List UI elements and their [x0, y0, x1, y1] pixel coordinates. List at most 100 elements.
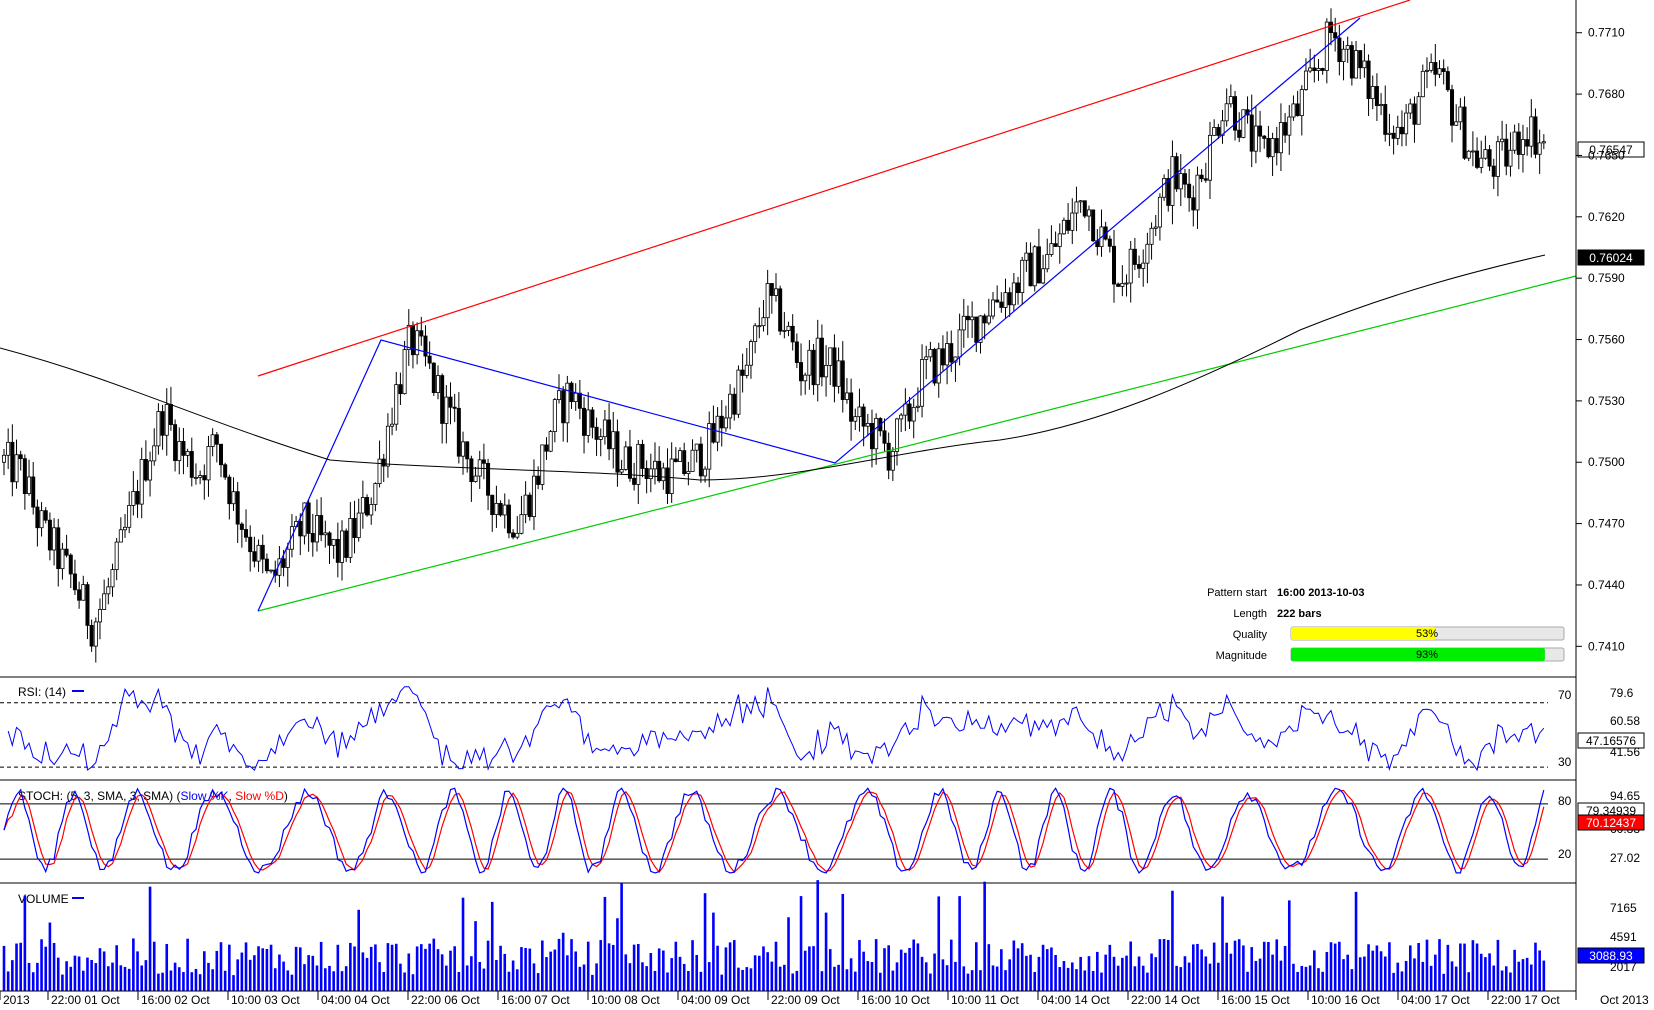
volume-bar	[1070, 962, 1074, 991]
volume-bar	[1346, 954, 1349, 991]
candle-body	[999, 301, 1004, 308]
pattern-start-label: Pattern start	[1207, 587, 1267, 599]
candle-body	[398, 384, 403, 395]
candle-body	[707, 423, 712, 470]
candle-body	[64, 548, 69, 556]
volume-bar	[628, 963, 632, 991]
volume-bar	[937, 896, 941, 991]
candle-body	[1412, 103, 1417, 125]
volume-bar	[591, 974, 594, 991]
volume-bar	[1388, 942, 1391, 991]
volume-bar	[1254, 960, 1258, 991]
candle-body	[198, 475, 203, 478]
candle-body	[682, 450, 687, 475]
candle-body	[1454, 121, 1459, 126]
volume-tick-high: 7165	[1610, 901, 1637, 915]
candle-body	[978, 315, 983, 343]
candle-body	[1053, 243, 1058, 247]
candle-body	[344, 530, 349, 558]
volume-bar	[15, 943, 18, 991]
volume-bar	[979, 970, 982, 991]
candle-body	[527, 494, 532, 517]
volume-bar	[737, 967, 740, 991]
candle-body	[22, 458, 27, 494]
candle-body	[715, 415, 720, 443]
candle-body	[1529, 116, 1534, 147]
candle-body	[1479, 157, 1484, 168]
candle-body	[1420, 70, 1425, 98]
volume-bar	[403, 972, 406, 991]
volume-bar	[119, 965, 123, 991]
volume-bar	[1058, 967, 1062, 991]
candle-body	[811, 349, 816, 386]
volume-bar	[1116, 965, 1120, 991]
candle-body	[895, 418, 900, 452]
candle-body	[486, 462, 491, 496]
candle-body	[1203, 178, 1208, 181]
candle-body	[1228, 96, 1233, 105]
stoch-d-current: 70.12437	[1586, 816, 1636, 830]
stoch-tick-high: 94.65	[1610, 789, 1640, 803]
candle-body	[1036, 246, 1041, 284]
volume-bar	[687, 971, 690, 991]
candle-body	[123, 526, 128, 531]
candle-body	[410, 324, 415, 356]
volume-bar	[566, 955, 569, 991]
volume-bar	[712, 912, 715, 991]
volume-bar	[107, 966, 110, 991]
candle-body	[43, 510, 48, 521]
candle-body	[181, 441, 186, 456]
volume-bar	[269, 944, 273, 991]
volume-bar	[424, 948, 427, 991]
candle-body	[427, 355, 432, 364]
volume-bar	[749, 968, 753, 991]
volume-bar	[94, 963, 98, 991]
candle-body	[1262, 135, 1267, 139]
candle-body	[1082, 200, 1087, 217]
volume-bar	[741, 969, 744, 991]
volume-bar	[1400, 971, 1404, 991]
candle-body	[1253, 125, 1258, 152]
volume-bar	[1217, 962, 1220, 991]
candle-body	[899, 414, 904, 420]
volume-bar	[1242, 945, 1245, 991]
volume-bar	[758, 955, 761, 991]
candle-body	[974, 316, 979, 343]
volume-bar	[349, 942, 352, 991]
volume-bar	[319, 941, 323, 991]
candle-body	[1470, 150, 1475, 153]
volume-bar	[157, 973, 160, 991]
candle-body	[1224, 103, 1229, 122]
volume-bar	[1321, 971, 1324, 991]
candle-body	[1195, 174, 1200, 211]
candle-body	[131, 491, 136, 506]
volume-bar	[1475, 943, 1479, 991]
candle-body	[264, 558, 269, 572]
volume-bar	[695, 955, 699, 991]
volume-bar	[853, 971, 857, 991]
volume-bar	[474, 921, 477, 991]
candle-body	[1408, 103, 1413, 114]
volume-bar	[1079, 956, 1082, 991]
candle-body	[227, 476, 232, 505]
candle-body	[1374, 86, 1379, 107]
volume-bar	[1075, 969, 1078, 991]
volume-bar	[236, 959, 239, 991]
volume-bar	[361, 952, 365, 991]
volume-bar	[365, 957, 369, 991]
candle-body	[711, 423, 716, 443]
candle-body	[1141, 262, 1146, 269]
candle-body	[1120, 283, 1125, 287]
candle-body	[1249, 114, 1254, 152]
candle-body	[502, 504, 507, 516]
volume-bar	[56, 957, 60, 991]
stoch-lines	[0, 787, 1548, 874]
volume-bar	[641, 962, 644, 991]
candle-body	[1533, 116, 1538, 155]
volume-bar	[378, 962, 381, 991]
candle-body	[14, 454, 19, 483]
volume-bar	[1404, 960, 1408, 991]
volume-bar	[753, 955, 757, 991]
candle-body	[1216, 127, 1221, 136]
volume-bar	[1329, 942, 1333, 991]
